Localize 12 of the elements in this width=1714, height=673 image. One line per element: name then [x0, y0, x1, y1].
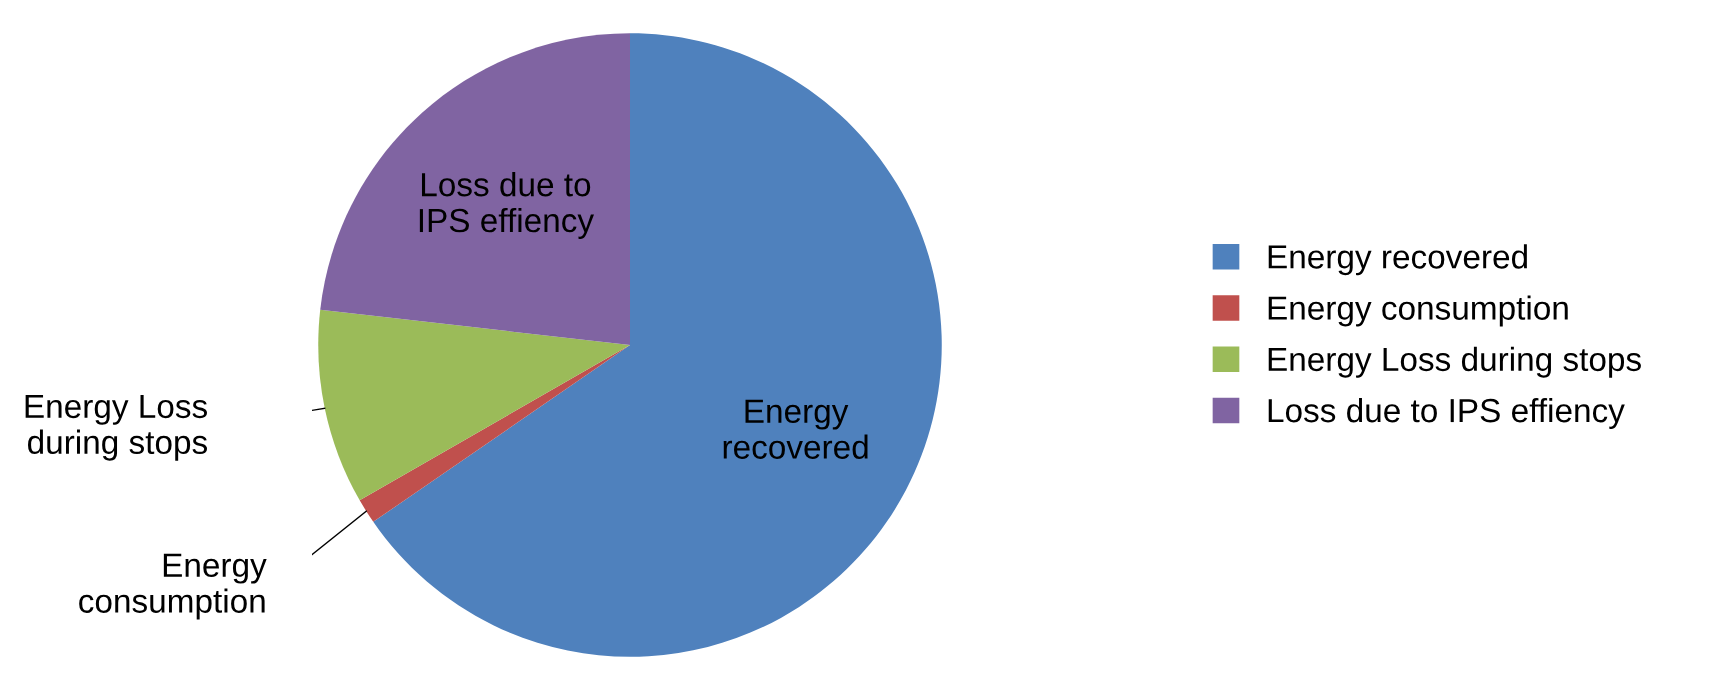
pie-slice	[318, 309, 630, 501]
slice-label: Loss due to IPS effiency	[419, 171, 594, 239]
slice-label: Energy recovered	[723, 399, 868, 459]
slice-label: Energy Loss during stops	[25, 394, 207, 461]
pie-slice	[359, 345, 630, 522]
pie-slice	[373, 33, 942, 657]
legend-label: Energy Loss during stops	[1268, 346, 1641, 378]
slice-label: Energy consumption	[79, 553, 267, 620]
legend-label: Loss due to IPS effiency	[1268, 397, 1625, 429]
pie-slice	[320, 33, 630, 345]
legend-label: Energy recovered	[1268, 244, 1527, 276]
legend-label: Energy consumption	[1268, 295, 1568, 327]
